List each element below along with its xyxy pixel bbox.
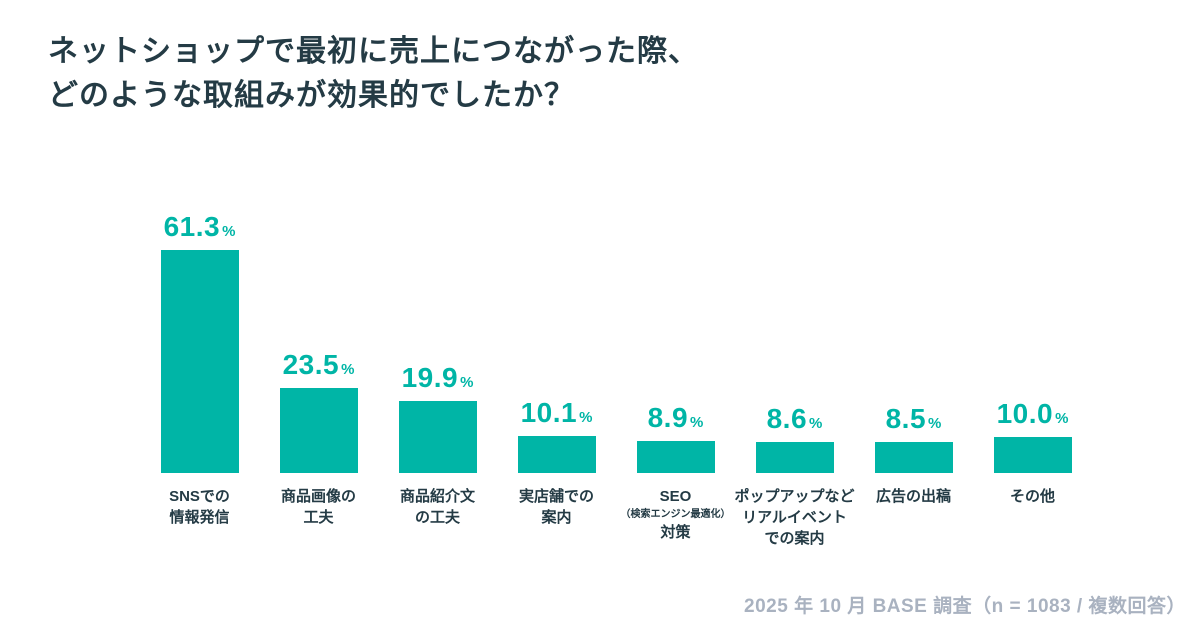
bar-value-label: 10.0% bbox=[997, 400, 1069, 428]
bar bbox=[160, 250, 239, 473]
bar-column: 8.5% 広告の出稿 bbox=[854, 200, 973, 505]
bar-column: 23.5% 商品画像の工夫 bbox=[259, 200, 378, 526]
bar-category-label: 商品画像の 工夫 bbox=[242, 486, 394, 528]
bar-value-label: 8.5% bbox=[886, 405, 942, 433]
bar-category-line: SNSでの bbox=[169, 488, 230, 505]
bar-category-line: の工夫 bbox=[414, 509, 460, 526]
bar-category-label: 広告の出稿 bbox=[837, 486, 989, 507]
bar-value-number: 19.9 bbox=[401, 362, 459, 393]
bar-category-label: 実店舗での 案内 bbox=[480, 486, 632, 528]
bar-category-line: 案内 bbox=[541, 509, 572, 526]
bar-value-number: 8.9 bbox=[647, 402, 689, 433]
bar-value-number: 10.0 bbox=[996, 398, 1054, 429]
bar-value-label: 61.3% bbox=[164, 213, 236, 241]
bar-category-label: SNSでの情報発信 bbox=[123, 486, 275, 528]
bar-category-label: SEO （検索エンジン最適化） 対策 bbox=[599, 486, 751, 543]
bar-category-line: 情報発信 bbox=[169, 509, 230, 526]
bar-category-line: 商品画像の bbox=[280, 488, 356, 505]
bar-category-line: その他 bbox=[1009, 488, 1055, 505]
percent-sign: % bbox=[460, 374, 474, 391]
percent-sign: % bbox=[809, 415, 823, 432]
bar bbox=[398, 401, 477, 473]
bar-category-label: 商品紹介文 の工夫 bbox=[361, 486, 513, 528]
bar-value-label: 8.6% bbox=[767, 405, 823, 433]
bar bbox=[993, 437, 1072, 473]
bar-column: 10.0% その他 bbox=[973, 200, 1092, 505]
bar bbox=[517, 436, 596, 473]
bar-value-number: 61.3 bbox=[163, 211, 221, 242]
bar-value-number: 23.5 bbox=[282, 349, 340, 380]
bar-category-line: 商品紹介文 bbox=[399, 488, 475, 505]
bar-value-label: 23.5% bbox=[283, 351, 355, 379]
bar-category-line: での案内 bbox=[764, 530, 825, 547]
bar-category-label: ポップアップなど リアルイベント での案内 bbox=[718, 486, 870, 549]
bar-category-line: ポップアップなど bbox=[734, 488, 855, 505]
bar-category-subline: （検索エンジン最適化） bbox=[620, 509, 731, 520]
percent-sign: % bbox=[579, 409, 593, 426]
bar-column: 8.9% SEO （検索エンジン最適化） 対策 bbox=[616, 200, 735, 542]
bar-column: 61.3% SNSでの情報発信 bbox=[140, 200, 259, 526]
bar bbox=[755, 442, 834, 473]
chart-title: ネットショップで最初に売上につながった際、 どのような取組みが効果的でしたか？ bbox=[48, 30, 699, 118]
percent-sign: % bbox=[690, 414, 704, 431]
bar-chart: 61.3% SNSでの 情報発信 23.5% 商品画像の 工夫 19.9% 商品紹介文 の工夫 1… bbox=[140, 200, 1092, 548]
bar-value-number: 8.5 bbox=[885, 403, 927, 434]
percent-sign: % bbox=[1055, 410, 1069, 427]
bar bbox=[874, 442, 953, 473]
bar-value-number: 10.1 bbox=[520, 397, 578, 428]
bar-category-label: その他 bbox=[956, 486, 1108, 507]
bar-value-label: 19.9% bbox=[402, 364, 474, 392]
bar-column: 10.1% 実店舗での案内 bbox=[497, 200, 616, 526]
bar-category-line: 広告の出稿 bbox=[875, 488, 951, 505]
bar bbox=[279, 388, 358, 473]
bar-category-line: 対策 bbox=[660, 524, 691, 541]
bar bbox=[636, 441, 715, 473]
percent-sign: % bbox=[928, 415, 942, 432]
chart-title-line2: どのような取組みが効果的でしたか？ bbox=[48, 79, 575, 113]
bar-value-label: 8.9% bbox=[648, 404, 704, 432]
percent-sign: % bbox=[341, 361, 355, 378]
bar-category-line: 実店舗での bbox=[518, 488, 594, 505]
survey-source-note: 2025 年 10 月 BASE 調査（n = 1083 / 複数回答） bbox=[744, 596, 1186, 617]
bar-category-line: SEO bbox=[659, 488, 692, 505]
bar-value-number: 8.6 bbox=[766, 403, 808, 434]
chart-title-line1: ネットショップで最初に売上につながった際、 bbox=[48, 35, 699, 68]
bar-value-label: 10.1% bbox=[521, 399, 593, 427]
bar-category-line: 工夫 bbox=[303, 509, 334, 526]
bar-category-line: リアルイベント bbox=[742, 509, 847, 526]
percent-sign: % bbox=[222, 223, 236, 240]
bar-column: 8.6% ポップアップなど リアルイベント での案内 bbox=[734, 200, 854, 548]
bar-column: 19.9% 商品紹介文の工夫 bbox=[378, 200, 497, 526]
